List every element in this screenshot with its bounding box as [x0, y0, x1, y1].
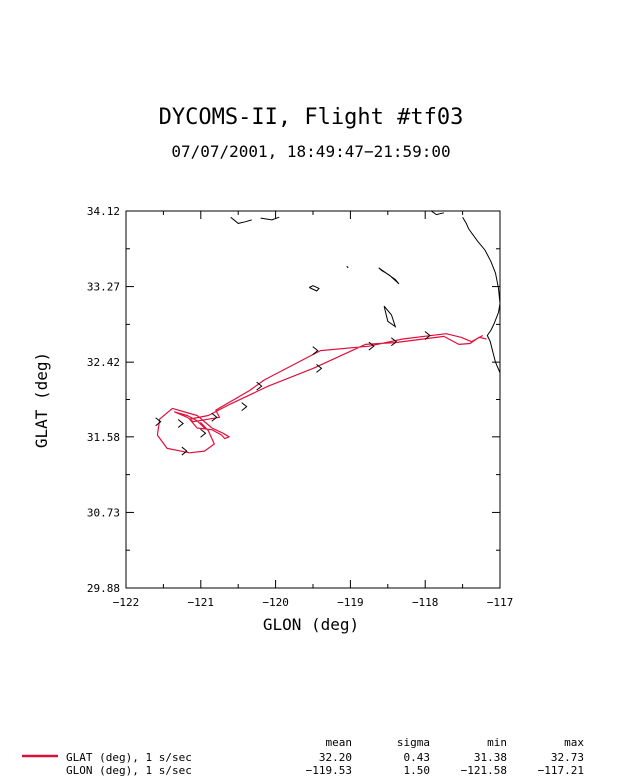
- direction-marker: [368, 341, 375, 351]
- coastline-segment: [430, 211, 445, 216]
- x-axis-label: GLON (deg): [263, 615, 359, 634]
- coastline-main: [462, 216, 500, 373]
- direction-marker: [211, 412, 218, 422]
- y-tick-label: 33.27: [87, 281, 120, 294]
- y-tick-label: 30.73: [87, 506, 120, 519]
- direction-marker: [241, 402, 248, 412]
- x-tick-label: −119: [337, 596, 364, 609]
- x-tick-label: −120: [262, 596, 289, 609]
- legend-row-glat-min: 31.38: [474, 751, 507, 764]
- chart-subtitle: 07/07/2001, 18:49:47−21:59:00: [171, 142, 450, 161]
- legend-row-glon-max: −117.21: [538, 764, 584, 777]
- x-tick-label: −117: [487, 596, 514, 609]
- y-axis-label: GLAT (deg): [32, 352, 51, 448]
- direction-marker: [312, 346, 319, 355]
- legend-header-sigma: sigma: [397, 736, 430, 749]
- legend-row-glat-mean: 32.20: [319, 751, 352, 764]
- x-tick-label: −118: [412, 596, 439, 609]
- legend-row-glon-sigma: 1.50: [404, 764, 431, 777]
- x-tick-label: −122: [113, 596, 140, 609]
- y-tick-label: 31.58: [87, 431, 120, 444]
- direction-marker: [424, 331, 431, 340]
- coastline-segment: [383, 305, 397, 328]
- coastline-segment: [346, 265, 349, 269]
- y-tick-label: 34.12: [87, 205, 120, 218]
- x-tick-label: −121: [188, 596, 215, 609]
- y-tick-label: 32.42: [87, 356, 120, 369]
- coastline-segment: [309, 285, 320, 292]
- direction-marker: [155, 417, 162, 427]
- legend-row-glon-mean: −119.53: [306, 764, 352, 777]
- direction-marker: [256, 381, 263, 391]
- y-tick-label: 29.88: [87, 582, 120, 595]
- legend-row-glat-max: 32.73: [551, 751, 584, 764]
- flight-track-line: [156, 333, 487, 454]
- plot-frame: [125, 210, 501, 589]
- legend-header-mean: mean: [326, 736, 353, 749]
- coastline-segment: [378, 267, 400, 285]
- legend-row-glon-label: GLON (deg), 1 s/sec: [66, 764, 192, 777]
- direction-marker: [316, 363, 323, 373]
- legend-row-glon-min: −121.58: [461, 764, 507, 777]
- coastline-segment: [230, 216, 252, 224]
- legend: mean sigma min max GLAT (deg), 1 s/sec 3…: [22, 736, 584, 777]
- legend-row-glat-sigma: 0.43: [404, 751, 431, 764]
- legend-row-glat-label: GLAT (deg), 1 s/sec: [66, 751, 192, 764]
- coastline-segment: [260, 216, 280, 221]
- legend-header-min: min: [487, 736, 507, 749]
- direction-marker: [181, 446, 188, 456]
- plot-area: −122 −121 −120 −119 −118 −117 34.12 33.27 32.42 3…: [87, 205, 513, 609]
- chart-title: DYCOMS-II, Flight #tf03: [159, 105, 464, 130]
- direction-marker: [200, 428, 207, 438]
- direction-marker: [390, 337, 398, 347]
- legend-header-max: max: [564, 736, 584, 749]
- direction-marker: [177, 419, 184, 428]
